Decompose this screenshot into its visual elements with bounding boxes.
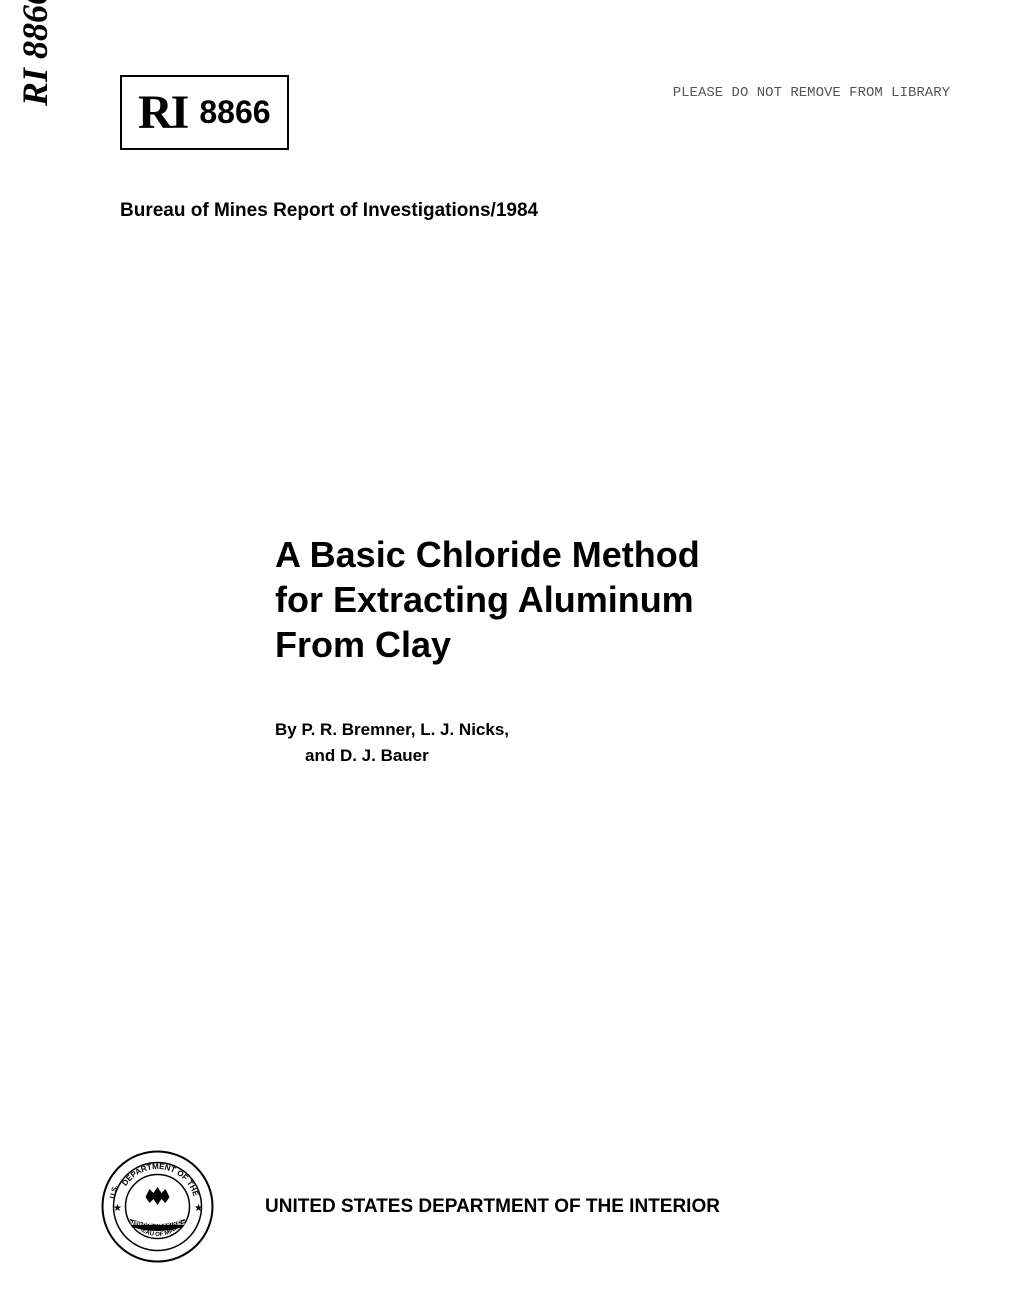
ri-prefix: RI (138, 85, 187, 140)
authors-line-1: By P. R. Bremner, L. J. Nicks, (275, 717, 950, 743)
title-section: A Basic Chloride Method for Extracting A… (275, 532, 950, 667)
authors-line-2: and D. J. Bauer (305, 743, 950, 769)
svg-text:★: ★ (113, 1203, 122, 1214)
authors-section: By P. R. Bremner, L. J. Nicks, and D. J.… (275, 717, 950, 768)
page-container: RI 8866 RI 8866 PLEASE DO NOT REMOVE FRO… (0, 0, 1020, 1314)
department-name: UNITED STATES DEPARTMENT OF THE INTERIOR (265, 1196, 720, 1218)
header-row: RI 8866 PLEASE DO NOT REMOVE FROM LIBRAR… (120, 75, 950, 150)
footer-section: DEPARTMENT OF THE BUREAU OF MINES ★ ★ (100, 1149, 950, 1264)
document-title: A Basic Chloride Method for Extracting A… (275, 532, 950, 667)
ri-identifier-box: RI 8866 (120, 75, 289, 150)
margin-rotated-text: RI 8866 (14, 0, 56, 106)
title-line-3: From Clay (275, 622, 950, 667)
ri-number: 8866 (199, 94, 270, 131)
library-notice: PLEASE DO NOT REMOVE FROM LIBRARY (673, 75, 950, 101)
svg-text:MINERAL INDUSTRIES: MINERAL INDUSTRIES (130, 1221, 185, 1227)
title-line-2: for Extracting Aluminum (275, 577, 950, 622)
svg-text:★: ★ (194, 1203, 203, 1214)
authors-text: By P. R. Bremner, L. J. Nicks, and D. J.… (275, 717, 950, 768)
svg-text:U.S.: U.S. (109, 1185, 119, 1200)
bureau-report-line: Bureau of Mines Report of Investigations… (120, 200, 950, 222)
title-line-1: A Basic Chloride Method (275, 532, 950, 577)
department-seal: DEPARTMENT OF THE BUREAU OF MINES ★ ★ (100, 1149, 215, 1264)
seal-icon: DEPARTMENT OF THE BUREAU OF MINES ★ ★ (100, 1149, 215, 1264)
